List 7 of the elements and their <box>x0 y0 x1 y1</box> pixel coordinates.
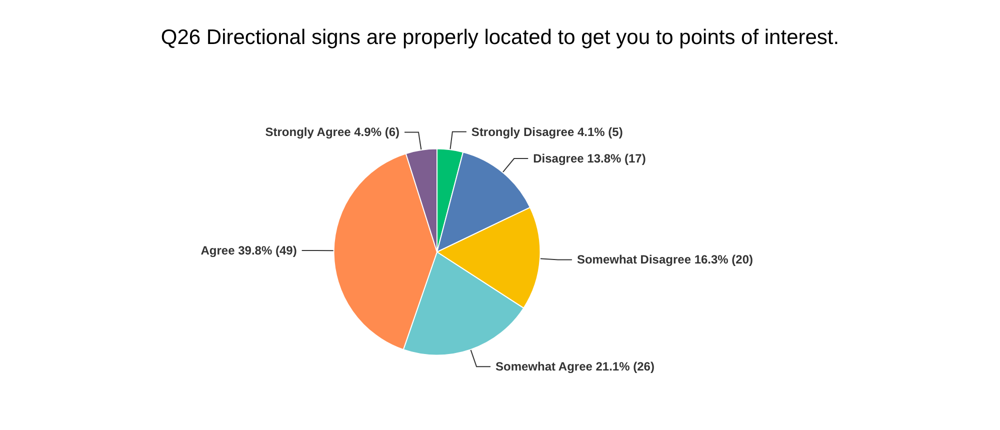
slice-label: Agree 39.8% (49) <box>200 243 297 258</box>
chart-title: Q26 Directional signs are properly located to get you to points of interest. <box>160 26 840 49</box>
slice-label: Disagree 13.8% (17) <box>533 151 646 166</box>
slice-label: Somewhat Agree 21.1% (26) <box>496 360 654 374</box>
slice-label: Strongly Agree 4.9% (6) <box>265 125 400 140</box>
slice-label: Somewhat Disagree 16.3% (20) <box>576 252 754 267</box>
slice-label: Strongly Disagree 4.1% (5) <box>471 124 623 139</box>
